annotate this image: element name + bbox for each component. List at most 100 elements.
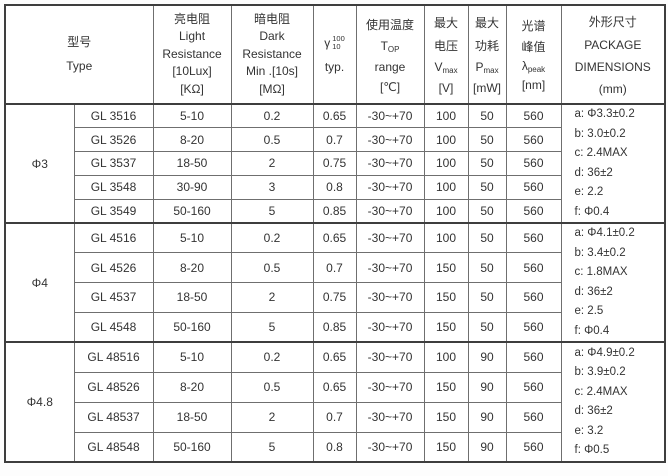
value-cell-dark: 0.2 bbox=[230, 103, 314, 129]
header-voltage-zh1: 最大 bbox=[434, 16, 459, 30]
value-cell-model: GL 48537 bbox=[73, 401, 154, 433]
header-gamma: γ 100 10 typ. bbox=[312, 4, 357, 105]
value-cell-temp: -30~+70 bbox=[355, 127, 425, 153]
header-temp-unit: [℃] bbox=[379, 79, 401, 94]
value-cell-temp: -30~+70 bbox=[355, 103, 425, 129]
dimension-line: b: 3.4±0.2 bbox=[574, 246, 626, 259]
value-cell-dark: 0.2 bbox=[230, 341, 314, 373]
value-cell-p: 50 bbox=[467, 174, 507, 200]
dimension-line: e: 2.5 bbox=[574, 305, 604, 317]
value-cell-dark: 0.5 bbox=[230, 371, 314, 403]
dimension-line: a: Φ4.9±0.2 bbox=[574, 346, 635, 359]
value-cell-v: 100 bbox=[423, 127, 469, 153]
value-cell-light: 50-160 bbox=[152, 431, 232, 463]
dimension-line: d: 36±2 bbox=[574, 405, 613, 417]
value-cell-temp: -30~+70 bbox=[355, 401, 425, 433]
value-cell-v: 150 bbox=[423, 401, 469, 433]
dimension-line: b: 3.0±0.2 bbox=[574, 127, 626, 140]
header-light-condition: [10Lux] bbox=[172, 64, 212, 79]
value-cell-model: GL 4516 bbox=[73, 222, 154, 254]
value-cell-nm: 560 bbox=[505, 431, 562, 463]
header-dark-zh: 暗电阻 bbox=[254, 11, 291, 26]
value-cell-model: GL 4526 bbox=[73, 252, 154, 283]
header-package-zh: 外形尺寸 bbox=[588, 15, 637, 29]
header-temp-zh: 使用温度 bbox=[366, 17, 415, 32]
header-package-en1: PACKAGE bbox=[584, 38, 642, 52]
value-cell-gamma: 0.7 bbox=[312, 252, 357, 283]
temp-symbol: TOP bbox=[380, 38, 400, 54]
value-cell-model: GL 4548 bbox=[73, 311, 154, 343]
value-cell-temp: -30~+70 bbox=[355, 311, 425, 343]
value-cell-gamma: 0.8 bbox=[312, 431, 357, 463]
gamma-base: γ bbox=[324, 35, 331, 50]
value-cell-v: 100 bbox=[423, 151, 469, 176]
value-cell-nm: 560 bbox=[505, 198, 562, 224]
dimension-line: f: Φ0.5 bbox=[574, 444, 610, 456]
value-cell-temp: -30~+70 bbox=[355, 341, 425, 373]
header-package-dimensions: 外形尺寸 PACKAGE DIMENSIONS (mm) bbox=[560, 4, 666, 105]
value-cell-model: GL 48516 bbox=[73, 341, 154, 373]
spec-table: 型号 Type 亮电阻 Light Resistance [10Lux] [KΩ… bbox=[4, 4, 667, 463]
header-voltage-zh2: 电压 bbox=[434, 39, 459, 53]
value-cell-nm: 560 bbox=[505, 151, 562, 176]
header-type-zh: 型号 bbox=[67, 35, 92, 49]
header-temp-range: 使用温度 TOP range [℃] bbox=[355, 4, 425, 105]
value-cell-temp: -30~+70 bbox=[355, 252, 425, 283]
group-size-label: Φ3 bbox=[4, 103, 75, 224]
value-cell-p: 50 bbox=[467, 127, 507, 153]
value-cell-v: 150 bbox=[423, 311, 469, 343]
table-row: GL 3526 8-20 0.5 0.7 -30~+70 100 50 560 bbox=[5, 127, 665, 153]
value-cell-p: 50 bbox=[467, 103, 507, 129]
value-cell-v: 150 bbox=[423, 282, 469, 313]
value-cell-dark: 0.5 bbox=[230, 127, 314, 153]
value-cell-gamma: 0.75 bbox=[312, 151, 357, 176]
value-cell-nm: 560 bbox=[505, 127, 562, 153]
header-dark-resistance: 暗电阻 Dark Resistance Min .[10s] [MΩ] bbox=[230, 4, 314, 105]
value-cell-dark: 3 bbox=[230, 174, 314, 200]
table-row: GL 3537 18-50 2 0.75 -30~+70 100 50 560 bbox=[5, 151, 665, 176]
header-power-zh1: 最大 bbox=[475, 16, 500, 30]
value-cell-nm: 560 bbox=[505, 371, 562, 403]
value-cell-p: 90 bbox=[467, 341, 507, 373]
value-cell-nm: 560 bbox=[505, 174, 562, 200]
table-row: GL 4548 50-160 5 0.85 -30~+70 150 50 560 bbox=[5, 311, 665, 343]
header-type: 型号 Type bbox=[4, 4, 154, 105]
header-wavelength-zh1: 光谱 bbox=[521, 19, 546, 33]
value-cell-nm: 560 bbox=[505, 401, 562, 433]
value-cell-model: GL 3516 bbox=[73, 103, 154, 129]
value-cell-v: 100 bbox=[423, 222, 469, 254]
header-max-voltage: 最大 电压 Vmax [V] bbox=[423, 4, 469, 105]
value-cell-nm: 560 bbox=[505, 222, 562, 254]
value-cell-gamma: 0.65 bbox=[312, 341, 357, 373]
header-power-unit: [mW] bbox=[473, 81, 502, 95]
value-cell-light: 50-160 bbox=[152, 198, 232, 224]
dimension-line: f: Φ0.4 bbox=[574, 205, 610, 218]
header-light-resistance: 亮电阻 Light Resistance [10Lux] [KΩ] bbox=[152, 4, 232, 105]
header-wavelength-zh2: 峰值 bbox=[521, 40, 546, 54]
header-light-en2: Resistance bbox=[162, 46, 222, 61]
value-cell-temp: -30~+70 bbox=[355, 174, 425, 200]
voltage-symbol: Vmax bbox=[434, 60, 458, 75]
value-cell-gamma: 0.7 bbox=[312, 127, 357, 153]
package-dimensions-cell: a: Φ4.1±0.2 b: 3.4±0.2 c: 1.8MAX d: 36±2 e: … bbox=[560, 222, 666, 343]
value-cell-dark: 5 bbox=[230, 431, 314, 463]
value-cell-nm: 560 bbox=[505, 282, 562, 313]
header-dark-en1: Dark bbox=[259, 29, 285, 44]
value-cell-light: 18-50 bbox=[152, 151, 232, 176]
dimension-line: e: 3.2 bbox=[574, 424, 604, 437]
dimension-line: c: 1.8MAX bbox=[574, 266, 628, 278]
value-cell-gamma: 0.65 bbox=[312, 222, 357, 254]
dimension-line: e: 2.2 bbox=[574, 186, 604, 198]
value-cell-v: 150 bbox=[423, 252, 469, 283]
value-cell-model: GL 3548 bbox=[73, 174, 154, 200]
value-cell-p: 50 bbox=[467, 311, 507, 343]
value-cell-p: 50 bbox=[467, 198, 507, 224]
header-wavelength-unit: [nm] bbox=[521, 78, 546, 92]
value-cell-model: GL 3549 bbox=[73, 198, 154, 224]
value-cell-p: 50 bbox=[467, 282, 507, 313]
table-row: Φ4.8 GL 48516 5-10 0.2 0.65 -30~+70 100 90 560 a:… bbox=[4, 341, 666, 463]
header-voltage-unit: [V] bbox=[438, 81, 454, 95]
value-cell-light: 8-20 bbox=[152, 127, 232, 153]
header-package-unit: (mm) bbox=[598, 82, 627, 96]
value-cell-gamma: 0.75 bbox=[312, 282, 357, 313]
